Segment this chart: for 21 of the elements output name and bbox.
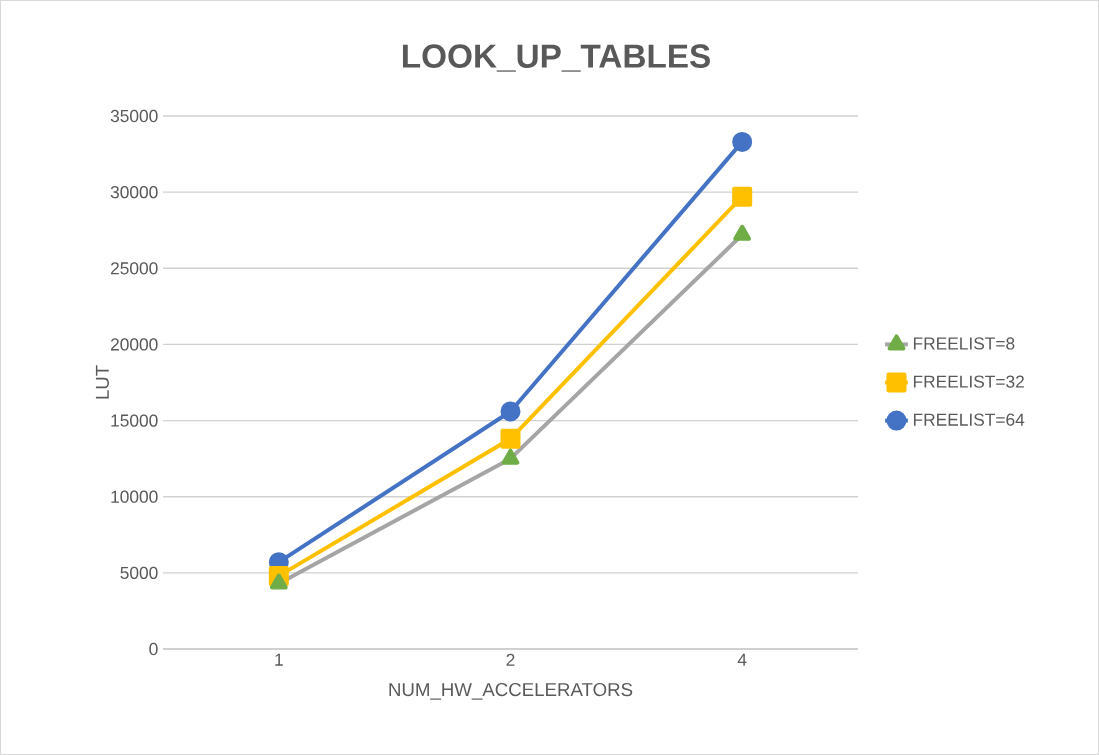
y-tick-label: 25000	[110, 262, 158, 275]
y-tick-label: 5000	[120, 566, 158, 579]
point	[500, 401, 521, 422]
y-tick-label: 20000	[110, 338, 158, 351]
legend-label: FREELIST=8	[913, 337, 1015, 350]
x-tick-label: 2	[506, 653, 515, 666]
y-tick-label: 0	[149, 642, 158, 656]
x-tick-label: 1	[275, 653, 283, 666]
y-tick-label: 10000	[111, 490, 158, 503]
y-tick-label: 30000	[110, 186, 158, 199]
y-tick-label: 15000	[111, 414, 158, 427]
point	[732, 131, 753, 152]
point	[500, 428, 521, 449]
x-axis-title: NUM_HW_ACCELERATORS	[389, 682, 633, 700]
x-tick-label: 4	[737, 653, 747, 666]
y-tick-label: 35000	[110, 109, 158, 123]
y-axis-title: LUT	[95, 365, 109, 399]
chart-title: LOOK_UP_TABLES	[402, 44, 710, 72]
point	[732, 186, 753, 207]
legend-label: FREELIST=32	[913, 375, 1024, 388]
legend-label: FREELIST=64	[913, 413, 1025, 426]
